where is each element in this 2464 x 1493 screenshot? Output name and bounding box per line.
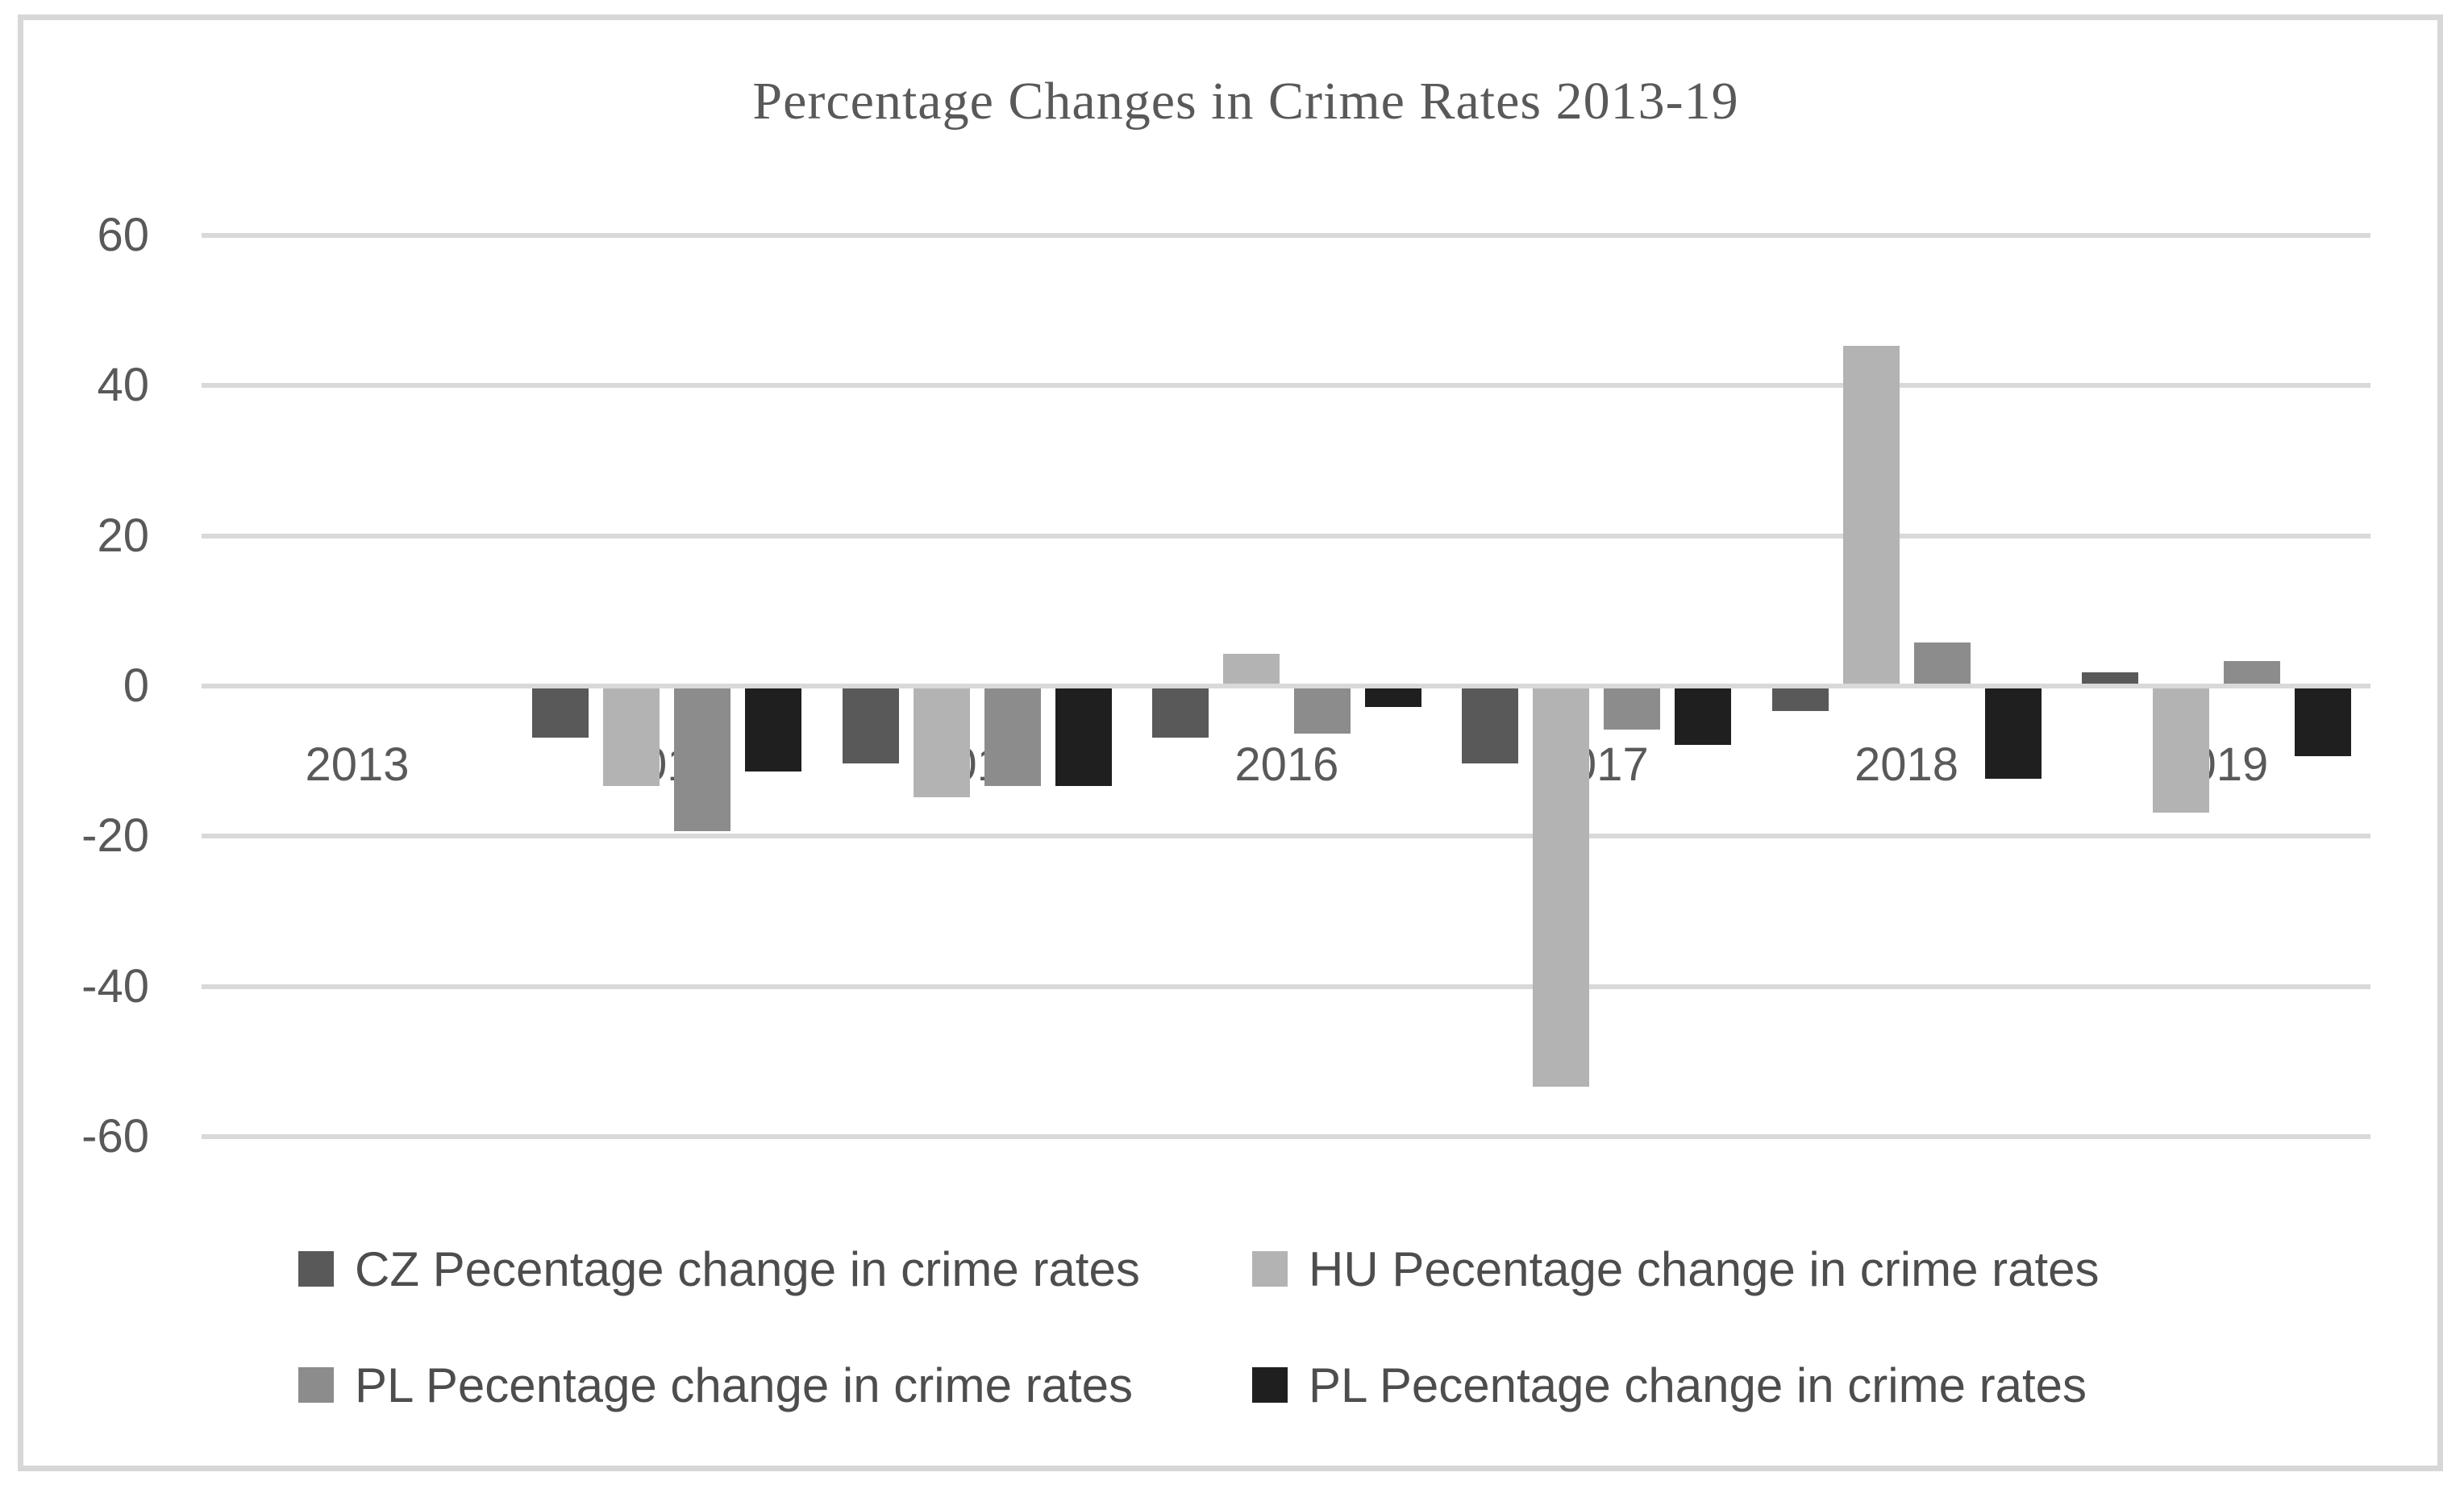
bar-pl2-2017 bbox=[1675, 688, 1732, 745]
x-axis-label-2013: 2013 bbox=[305, 738, 410, 791]
chart-title: Percentage Changes in Crime Rates 2013-1… bbox=[752, 72, 1739, 131]
legend-swatch-cz bbox=[298, 1251, 334, 1287]
gridline-20 bbox=[202, 533, 2370, 539]
bar-cz-2016 bbox=[1151, 688, 1209, 738]
x-axis-label-2015: 2015 bbox=[925, 738, 1030, 791]
gridline-0 bbox=[202, 684, 2370, 688]
bar-hu-2016 bbox=[1222, 653, 1280, 684]
gridline--60 bbox=[202, 1134, 2370, 1140]
bar-pl-2014 bbox=[674, 688, 731, 832]
bar-cz-2015 bbox=[842, 688, 899, 764]
legend-swatch-hu bbox=[1252, 1251, 1288, 1287]
legend-item-pl: PL Pecentage change in crime rates bbox=[298, 1358, 1134, 1412]
legend-label-cz: CZ Pecentage change in crime rates bbox=[355, 1241, 1140, 1296]
y-axis-label--20: -20 bbox=[81, 809, 149, 863]
bar-pl-2019 bbox=[2223, 661, 2280, 684]
x-axis-label-2014: 2014 bbox=[614, 738, 719, 791]
bar-pl2-2019 bbox=[2294, 688, 2351, 756]
gridline--20 bbox=[202, 834, 2370, 839]
bar-pl2-2016 bbox=[1364, 688, 1421, 708]
gridline-60 bbox=[202, 232, 2370, 238]
gridline--40 bbox=[202, 984, 2370, 989]
y-axis-label--60: -60 bbox=[81, 1110, 149, 1163]
y-axis-label-0: 0 bbox=[123, 659, 149, 712]
bar-pl2-2018 bbox=[1984, 688, 2042, 779]
bar-cz-2017 bbox=[1462, 688, 1519, 764]
x-axis-label-2019: 2019 bbox=[2164, 738, 2269, 791]
y-axis-label-40: 40 bbox=[97, 359, 149, 412]
bar-hu-2018 bbox=[1842, 345, 1900, 684]
legend-label-pl2: PL Pecentage change in crime rates bbox=[1309, 1358, 2087, 1412]
bar-hu-2017 bbox=[1533, 688, 1590, 1087]
bar-hu-2019 bbox=[2152, 688, 2209, 813]
bar-cz-2014 bbox=[532, 688, 589, 738]
y-axis-label-60: 60 bbox=[97, 208, 149, 261]
bar-hu-2015 bbox=[913, 688, 970, 798]
gridline-40 bbox=[202, 383, 2370, 389]
x-axis-label-2016: 2016 bbox=[1234, 738, 1339, 791]
legend-swatch-pl bbox=[298, 1367, 334, 1403]
bar-pl2-2015 bbox=[1055, 688, 1112, 787]
x-axis-label-2018: 2018 bbox=[1854, 738, 1959, 791]
legend-swatch-pl2 bbox=[1252, 1367, 1288, 1403]
x-axis-label-2017: 2017 bbox=[1544, 738, 1649, 791]
y-axis-label--40: -40 bbox=[81, 959, 149, 1013]
bar-cz-2018 bbox=[1771, 688, 1829, 711]
legend-item-pl2: PL Pecentage change in crime rates bbox=[1252, 1358, 2087, 1412]
bar-pl-2015 bbox=[984, 688, 1041, 787]
bar-pl-2018 bbox=[1913, 642, 1971, 684]
legend-item-hu: HU Pecentage change in crime rates bbox=[1252, 1241, 2100, 1296]
bar-pl-2016 bbox=[1293, 688, 1351, 734]
bar-pl-2017 bbox=[1604, 688, 1661, 730]
legend-label-pl: PL Pecentage change in crime rates bbox=[355, 1358, 1134, 1412]
y-axis-label-20: 20 bbox=[97, 509, 149, 562]
bar-pl2-2014 bbox=[745, 688, 802, 771]
legend-label-hu: HU Pecentage change in crime rates bbox=[1309, 1241, 2100, 1296]
legend-item-cz: CZ Pecentage change in crime rates bbox=[298, 1241, 1140, 1296]
bar-cz-2019 bbox=[2081, 672, 2138, 684]
bar-hu-2014 bbox=[603, 688, 660, 787]
